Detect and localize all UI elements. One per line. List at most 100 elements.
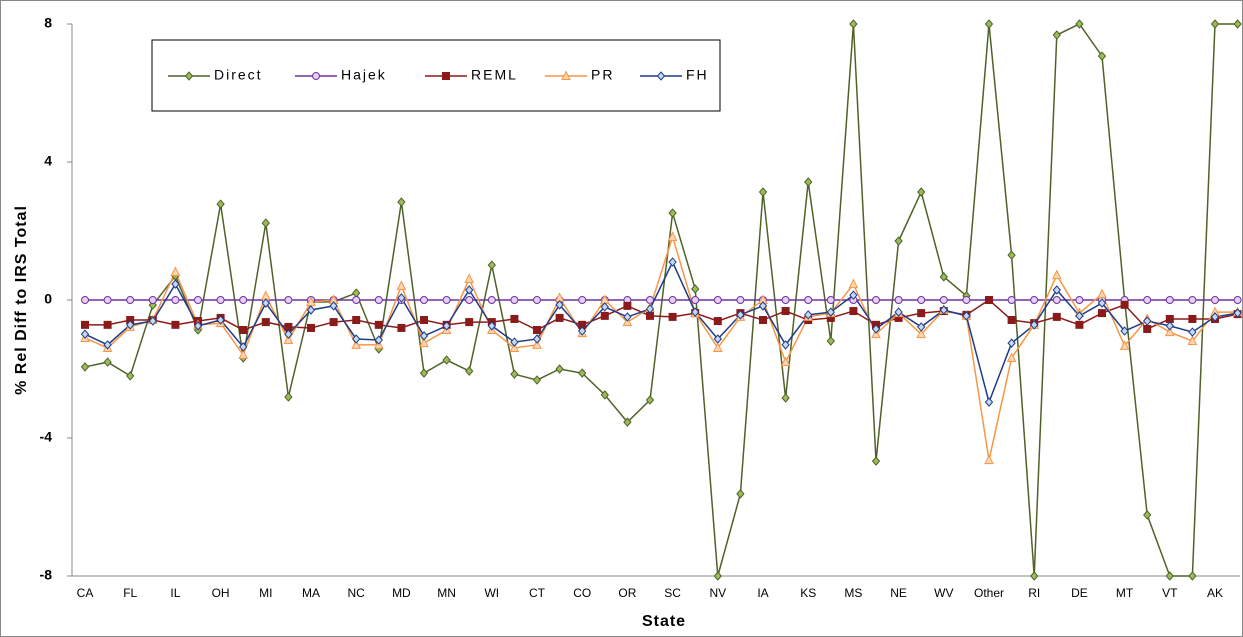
x-tick-label: NC: [348, 586, 366, 600]
point: [555, 313, 564, 322]
point: [849, 19, 858, 29]
point: [442, 321, 451, 331]
x-tick-label: AK: [1207, 586, 1223, 600]
point: [239, 326, 248, 335]
point: [306, 305, 316, 315]
point: [916, 328, 927, 339]
point: [1075, 296, 1084, 304]
y-axis-title: % Rel Diff to IRS Total: [13, 205, 30, 395]
point: [419, 368, 429, 378]
point: [939, 305, 948, 315]
point: [713, 317, 722, 326]
point: [668, 312, 677, 321]
point: [1007, 338, 1016, 348]
point: [1165, 321, 1174, 331]
point: [284, 296, 293, 304]
point: [1030, 296, 1039, 304]
point: [781, 307, 790, 316]
point: [216, 315, 225, 325]
point: [374, 320, 383, 329]
point: [713, 334, 722, 344]
point: [1233, 296, 1242, 304]
x-tick-label: CT: [529, 586, 546, 600]
point: [804, 296, 813, 304]
point: [532, 334, 542, 344]
legend-label: Direct: [214, 67, 263, 83]
legend-marker: [312, 72, 320, 80]
x-tick-label: IL: [170, 586, 180, 600]
point: [555, 300, 564, 310]
point: [1164, 326, 1175, 337]
point: [1188, 327, 1197, 337]
point: [442, 296, 451, 304]
point: [1165, 571, 1174, 581]
point: [194, 296, 202, 304]
x-tick-label: CO: [573, 586, 591, 600]
point: [1188, 296, 1197, 304]
point: [81, 320, 89, 329]
legend-marker: [442, 72, 450, 80]
point: [171, 320, 180, 329]
x-tick-label: WV: [934, 586, 953, 600]
x-tick-label: SC: [664, 586, 681, 600]
point: [758, 187, 768, 197]
point: [759, 316, 767, 325]
point: [1052, 285, 1061, 295]
point: [804, 177, 813, 187]
legend-marker: [561, 70, 571, 80]
point: [939, 272, 948, 282]
point: [397, 197, 406, 207]
point: [984, 454, 994, 465]
point: [691, 307, 700, 317]
point: [917, 309, 926, 318]
point: [103, 340, 112, 350]
point: [126, 320, 135, 330]
y-tick-label: -8: [40, 567, 53, 583]
point: [532, 375, 542, 385]
point: [419, 331, 429, 341]
point: [826, 336, 835, 346]
point: [261, 298, 270, 308]
x-tick-label: NE: [890, 586, 907, 600]
point: [283, 334, 294, 345]
point: [510, 296, 519, 304]
point: [780, 356, 791, 367]
point: [1188, 314, 1197, 323]
x-tick-label: NV: [709, 586, 726, 600]
x-tick-label: MT: [1116, 586, 1134, 600]
point: [1097, 288, 1107, 299]
point: [781, 296, 790, 304]
point: [713, 571, 722, 581]
series-line: [84, 23, 1238, 577]
point: [667, 231, 678, 241]
point: [510, 337, 519, 347]
point: [1052, 312, 1061, 321]
point: [623, 312, 632, 322]
point: [758, 301, 768, 311]
x-tick-label: OR: [618, 586, 636, 600]
point: [804, 310, 813, 320]
point: [284, 392, 293, 402]
point: [171, 279, 180, 289]
point: [623, 417, 632, 427]
x-tick-label: MD: [392, 586, 411, 600]
point: [239, 342, 248, 352]
legend-label: FH: [686, 67, 709, 83]
point: [736, 310, 745, 320]
point: [464, 273, 475, 283]
point: [487, 296, 496, 304]
point: [1075, 320, 1084, 329]
point: [126, 371, 135, 381]
point: [984, 19, 994, 29]
point: [420, 316, 428, 325]
point: [1188, 571, 1197, 581]
point: [419, 337, 429, 348]
point: [849, 307, 858, 316]
point: [1006, 352, 1017, 362]
point: [1120, 300, 1129, 309]
point: [465, 318, 474, 327]
point: [80, 329, 90, 339]
series-line: [84, 260, 1238, 405]
point: [1119, 340, 1130, 350]
